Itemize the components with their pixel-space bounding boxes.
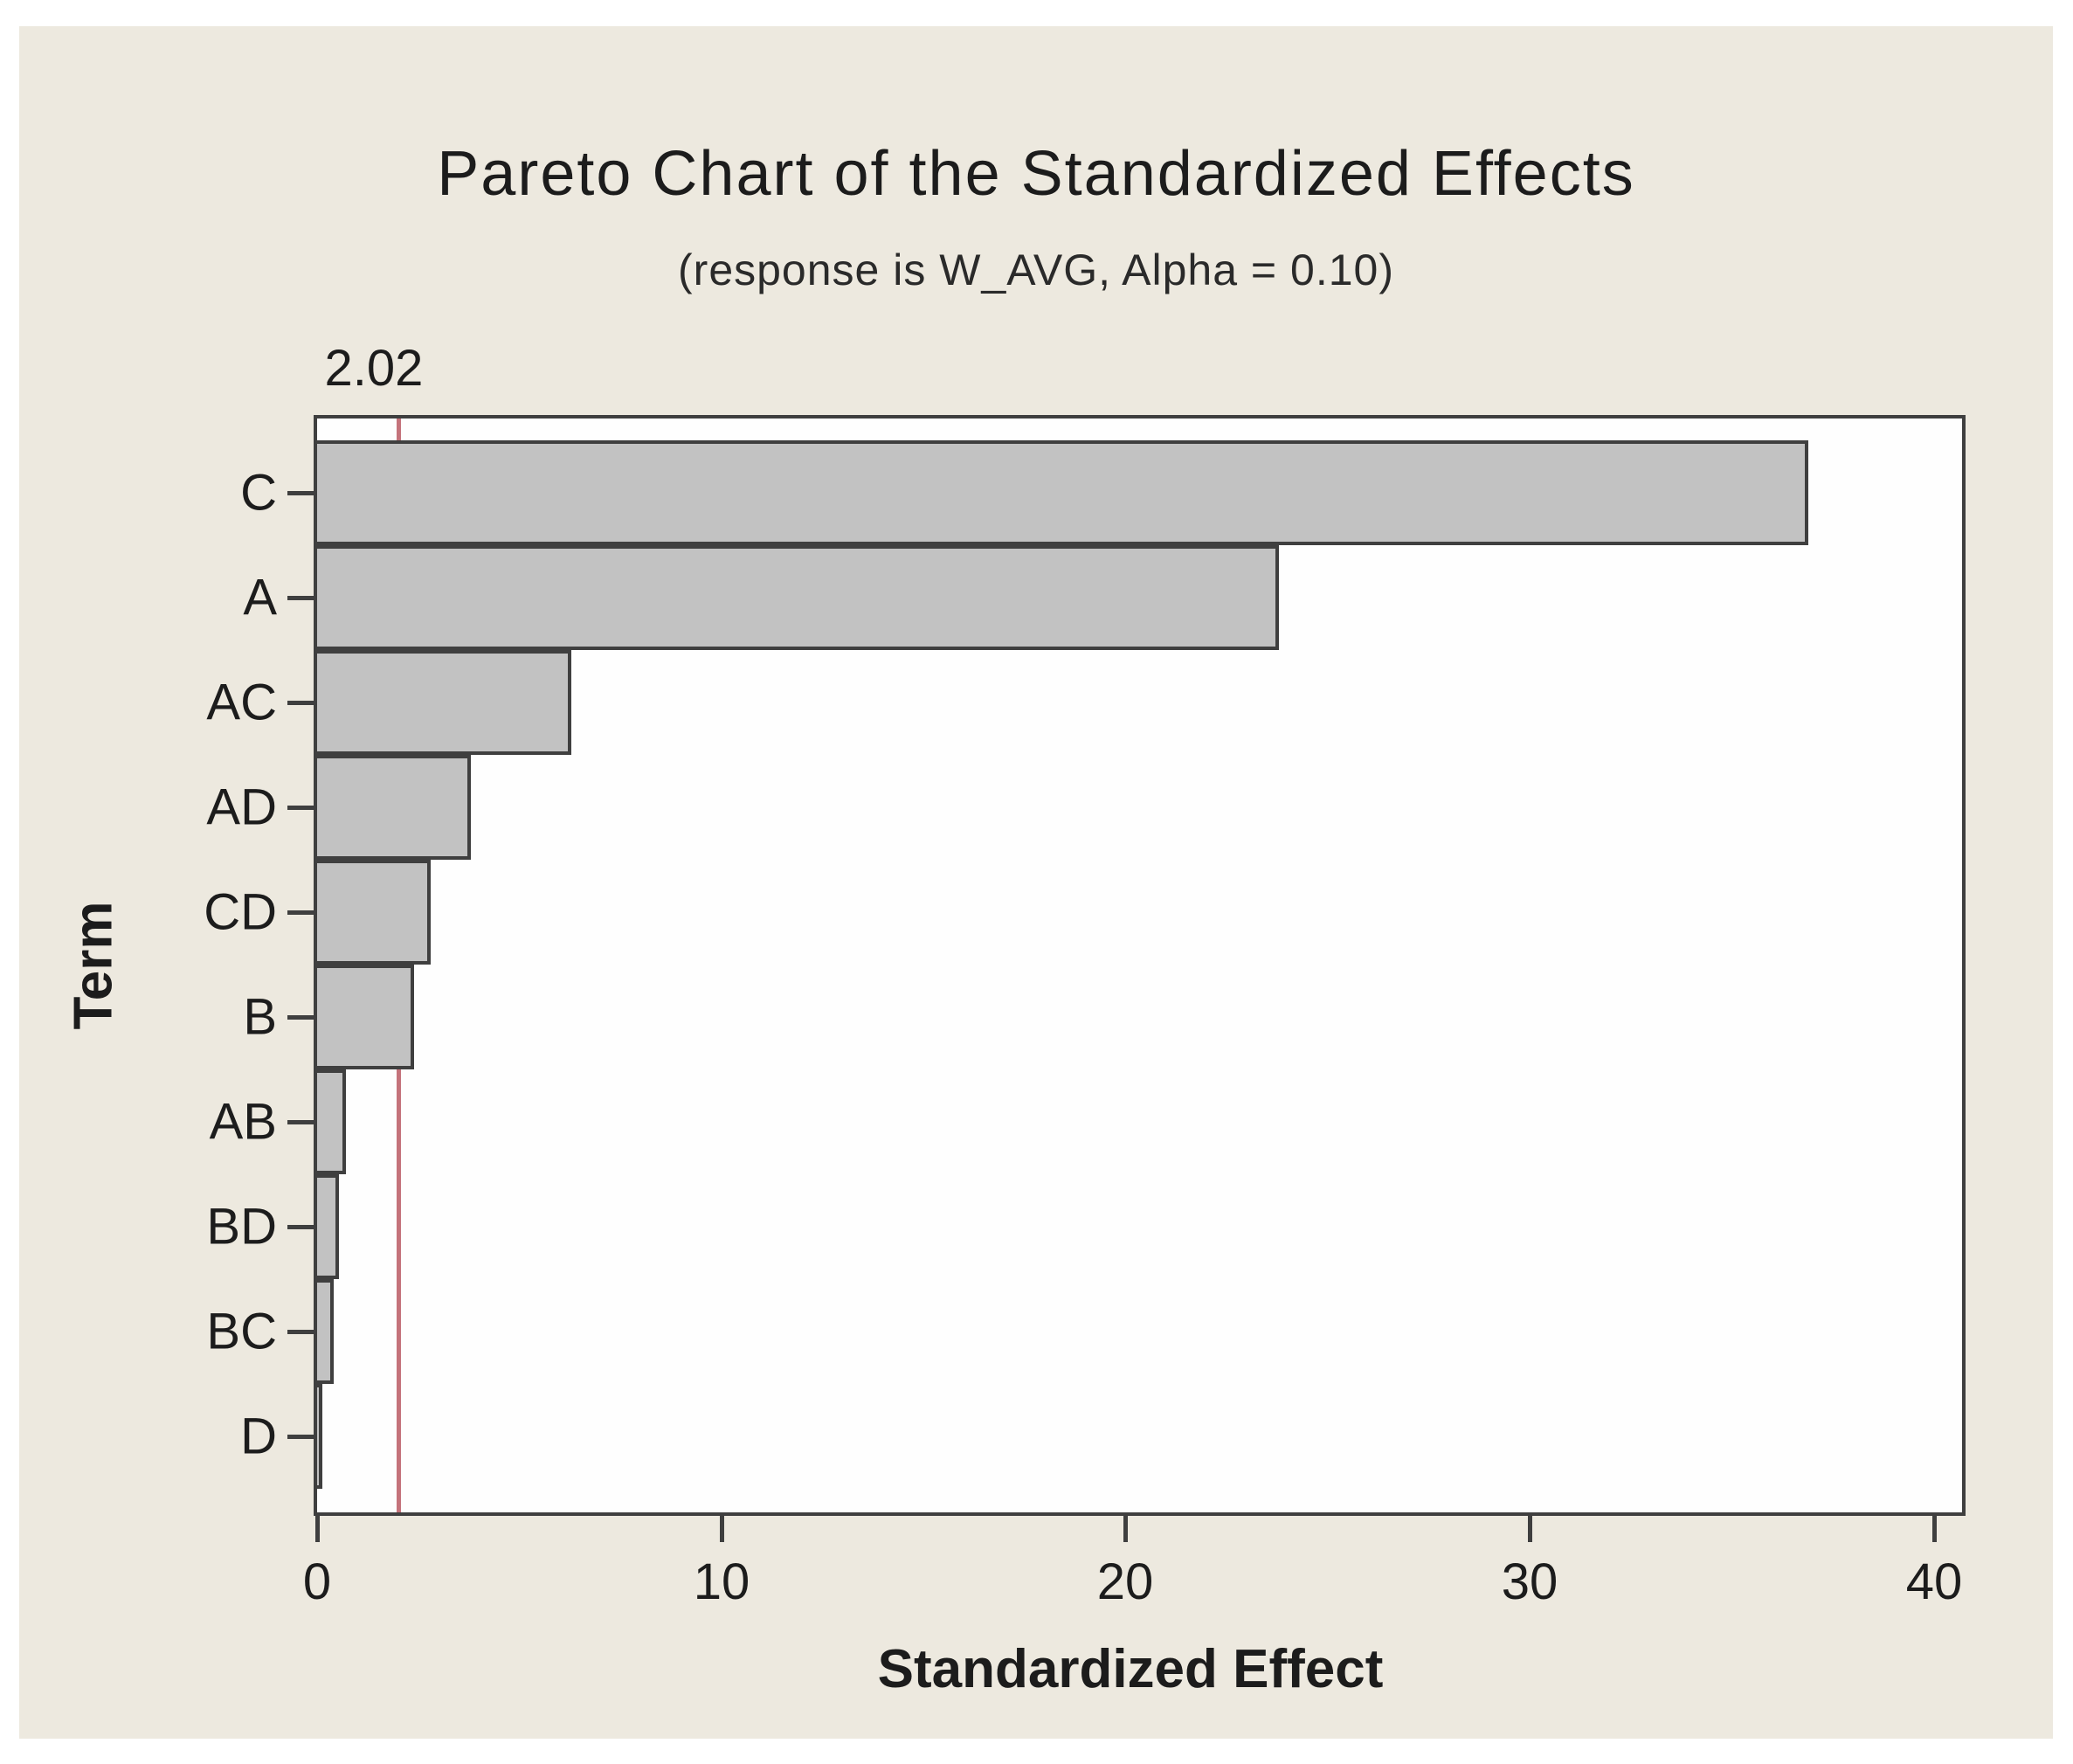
x-tick-40 (1932, 1516, 1937, 1542)
x-label-0: 0 (302, 1553, 332, 1610)
x-label-10: 10 (693, 1553, 750, 1610)
chart-title: Pareto Chart of the Standardized Effects (437, 139, 1635, 209)
chart-subtitle: (response is W_AVG, Alpha = 0.10) (678, 246, 1394, 294)
bar-A (317, 545, 1279, 650)
x-tick-20 (1123, 1516, 1128, 1542)
x-tick-30 (1528, 1516, 1532, 1542)
y-label-A: A (243, 569, 277, 626)
y-label-B: B (243, 988, 277, 1046)
x-tick-10 (720, 1516, 724, 1542)
bar-AC (317, 650, 571, 755)
y-label-AB: AB (209, 1093, 277, 1151)
reference-line-value-label: 2.02 (324, 340, 424, 397)
y-tick-AB (287, 1120, 314, 1124)
y-tick-AC (287, 701, 314, 705)
bar-B (317, 965, 414, 1069)
y-tick-B (287, 1015, 314, 1020)
y-label-AC: AC (206, 674, 277, 731)
x-label-40: 40 (1905, 1553, 1963, 1610)
bar-AD (317, 755, 471, 860)
y-axis-title: Term (63, 901, 124, 1030)
y-tick-AD (287, 806, 314, 810)
y-tick-CD (287, 910, 314, 915)
y-label-BD: BD (206, 1198, 277, 1256)
bar-BC (317, 1279, 334, 1384)
bar-D (317, 1384, 322, 1489)
chart-canvas: Pareto Chart of the Standardized Effects… (19, 26, 2053, 1739)
y-tick-C (287, 491, 314, 495)
x-label-20: 20 (1096, 1553, 1154, 1610)
bar-AB (317, 1069, 346, 1174)
y-label-C: C (240, 464, 277, 522)
bar-BD (317, 1174, 339, 1279)
y-tick-A (287, 596, 314, 600)
bar-C (317, 440, 1808, 545)
x-label-30: 30 (1501, 1553, 1558, 1610)
x-tick-0 (315, 1516, 320, 1542)
plot-area (314, 415, 1966, 1516)
y-tick-D (287, 1435, 314, 1439)
x-axis-title: Standardized Effect (877, 1639, 1384, 1699)
y-label-CD: CD (204, 883, 277, 941)
y-label-AD: AD (206, 778, 277, 836)
y-label-BC: BC (206, 1303, 277, 1360)
y-tick-BC (287, 1330, 314, 1334)
y-tick-BD (287, 1225, 314, 1229)
y-label-D: D (240, 1408, 277, 1465)
bar-CD (317, 860, 431, 965)
